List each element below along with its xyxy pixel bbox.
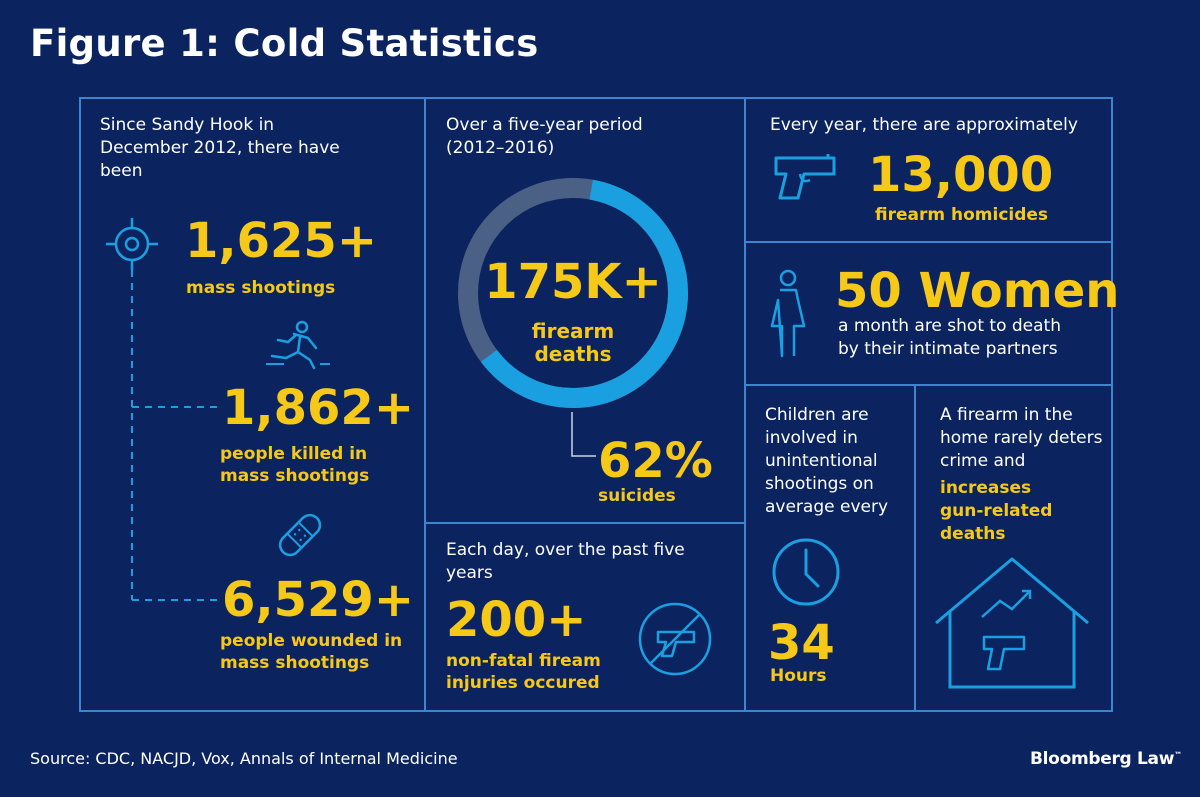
- handgun-icon: [774, 154, 836, 200]
- running-person-icon: [266, 320, 330, 370]
- no-gun-icon: [638, 602, 712, 676]
- brand-name: Bloomberg Law: [1030, 749, 1175, 769]
- source-note: Source: CDC, NACJD, Vox, Annals of Inter…: [30, 749, 458, 768]
- daily-label: non-fatal fiream injuries occured: [446, 651, 601, 693]
- suicide-arc: [480, 179, 688, 408]
- brand-logo: Bloomberg Law™: [1030, 749, 1182, 769]
- suicide-pointer-line: [571, 412, 596, 457]
- daily-value: 200+: [446, 592, 587, 648]
- sandy-hook-intro: Since Sandy Hook in December 2012, there…: [100, 115, 340, 181]
- clock-icon: [772, 538, 840, 606]
- firearm-deaths-ring: [458, 178, 688, 408]
- homicides-label: firearm homicides: [875, 205, 1049, 225]
- children-value: 34: [768, 615, 835, 671]
- house-gun-icon: [935, 557, 1089, 689]
- suicide-value: 62%: [598, 433, 713, 489]
- connector-lines: [131, 270, 218, 601]
- crosshair-icon: [106, 218, 158, 270]
- firearm-deaths-label: firearm deaths: [531, 319, 615, 366]
- five-year-intro: Over a five-year period (2012–2016): [446, 115, 643, 158]
- page-title: Figure 1: Cold Statistics: [30, 22, 539, 65]
- daily-intro: Each day, over the past five years: [446, 540, 685, 583]
- women-description: a month are shot to death by their intim…: [838, 316, 1061, 359]
- woman-icon: [770, 269, 806, 358]
- home-highlight: increases gun-related deaths: [940, 478, 1053, 544]
- suicide-label: suicides: [598, 486, 676, 506]
- children-intro: Children are involved in unintentional s…: [765, 405, 889, 517]
- homicides-intro: Every year, there are approximately: [770, 115, 1078, 135]
- mass-shootings-value: 1,625+: [185, 213, 378, 269]
- people-killed-value: 1,862+: [222, 380, 415, 436]
- home-intro: A firearm in the home rarely deters crim…: [940, 405, 1103, 471]
- children-label: Hours: [770, 666, 827, 686]
- homicides-value: 13,000: [868, 147, 1054, 203]
- people-killed-label: people killed in mass shootings: [220, 444, 370, 486]
- people-wounded-value: 6,529+: [222, 572, 415, 628]
- women-value: 50 Women: [835, 263, 1120, 319]
- mass-shootings-label: mass shootings: [186, 278, 336, 298]
- bandage-icon: [278, 513, 322, 557]
- firearm-deaths-value: 175K+: [484, 254, 662, 310]
- people-wounded-label: people wounded in mass shootings: [220, 631, 403, 673]
